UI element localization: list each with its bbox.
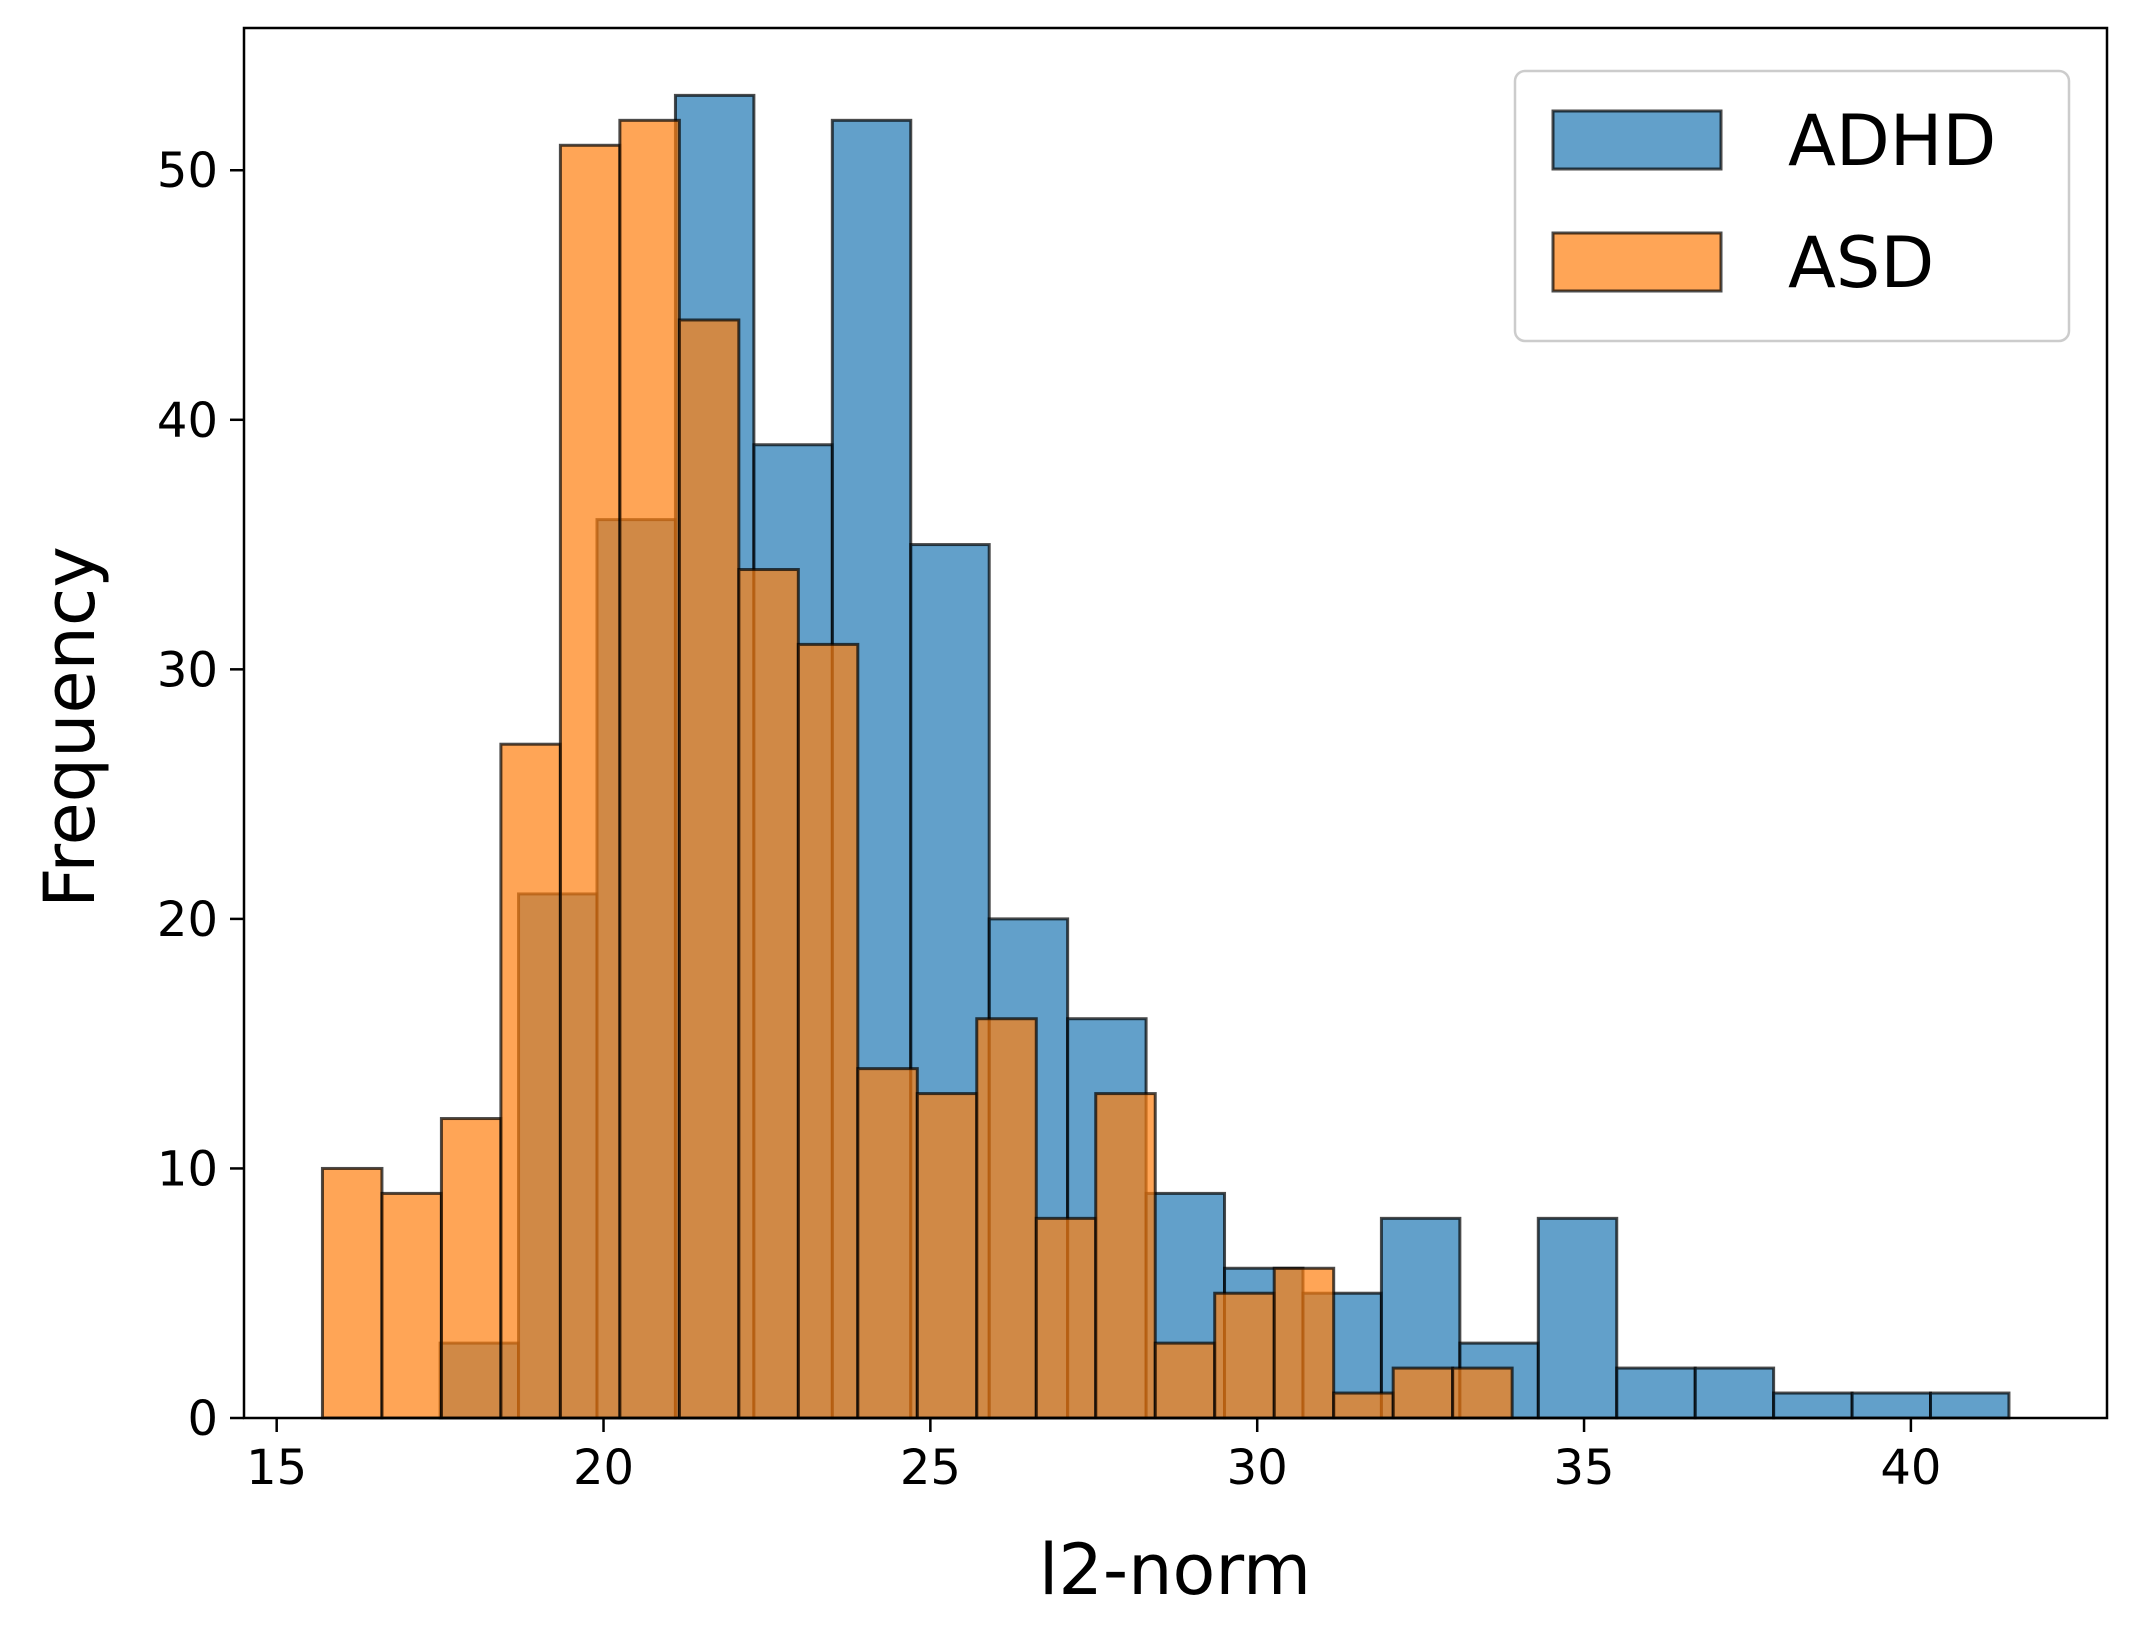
x-tick-label: 40 xyxy=(1880,1440,1941,1496)
asd-bar xyxy=(320,1166,384,1420)
asd-bar xyxy=(1213,1291,1276,1420)
asd-bar xyxy=(499,742,562,1420)
plot-frame xyxy=(242,26,2109,1420)
asd-bar xyxy=(439,1117,503,1420)
x-tick-label: 15 xyxy=(246,1440,307,1496)
asd-bar xyxy=(618,118,681,1420)
asd-bar xyxy=(1094,1092,1157,1420)
adhd-bar xyxy=(1850,1391,1933,1420)
adhd-bar xyxy=(1615,1366,1697,1420)
y-tick-label: 0 xyxy=(187,1391,218,1447)
x-tick-label: 35 xyxy=(1554,1440,1615,1496)
asd-bar xyxy=(1332,1391,1395,1420)
bars-layer xyxy=(320,93,2011,1420)
asd-bar xyxy=(1153,1341,1217,1420)
asd-bar xyxy=(796,642,860,1420)
x-tick-label: 30 xyxy=(1227,1440,1288,1496)
legend-label-adhd: ADHD xyxy=(1788,100,1996,182)
x-axis-label: l2-norm xyxy=(1039,1529,1311,1611)
legend: ADHD ASD xyxy=(1513,69,2071,343)
legend-label-asd: ASD xyxy=(1788,222,1934,304)
y-axis-ticks: 0 10 20 30 40 50 xyxy=(157,143,244,1447)
asd-bar xyxy=(677,318,741,1420)
x-tick-label: 20 xyxy=(573,1440,634,1496)
y-tick-label: 10 xyxy=(157,1141,218,1197)
asd-bar xyxy=(915,1092,979,1420)
adhd-bar xyxy=(1929,1391,2011,1420)
asd-bar xyxy=(856,1067,919,1420)
x-axis-ticks: 15 20 25 30 35 40 xyxy=(246,1418,1941,1496)
asd-bar xyxy=(1451,1366,1514,1420)
adhd-bar xyxy=(1693,1366,1776,1420)
asd-bar xyxy=(558,143,622,1420)
asd-bar xyxy=(975,1017,1038,1420)
y-axis-label: Frequency xyxy=(29,546,111,908)
y-tick-label: 40 xyxy=(157,393,218,449)
y-tick-label: 20 xyxy=(157,892,218,948)
y-tick-label: 50 xyxy=(157,143,218,199)
asd-bar xyxy=(1034,1216,1098,1420)
legend-swatch-adhd xyxy=(1551,109,1723,171)
adhd-bar xyxy=(1536,1216,1619,1420)
x-tick-label: 25 xyxy=(900,1440,961,1496)
legend-swatch-asd xyxy=(1551,231,1723,293)
asd-bar xyxy=(1391,1366,1455,1420)
adhd-bar xyxy=(1772,1391,1854,1420)
asd-bar xyxy=(1272,1266,1336,1420)
asd-bar xyxy=(380,1191,443,1420)
asd-bar xyxy=(737,568,800,1420)
y-tick-label: 30 xyxy=(157,642,218,698)
